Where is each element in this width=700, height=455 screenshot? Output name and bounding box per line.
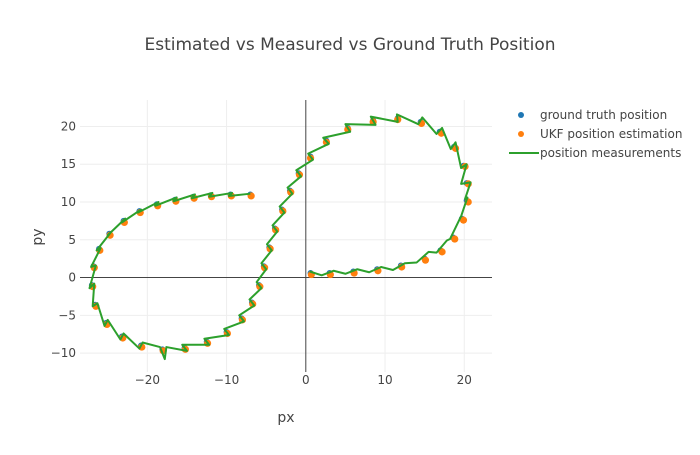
legend-item[interactable]: ground truth position [518, 108, 667, 122]
legend-label: ground truth position [540, 108, 667, 122]
y-tick-label: 0 [68, 271, 76, 285]
legend-label: UKF position estimation [540, 127, 682, 141]
x-tick-label: 10 [377, 373, 392, 387]
legend-item[interactable]: position measurements [509, 146, 681, 160]
y-axis-title: py [30, 228, 46, 245]
ukf-estimate-point [438, 248, 446, 256]
grid-lines [80, 100, 492, 372]
legend-marker [518, 131, 524, 137]
chart-title: Estimated vs Measured vs Ground Truth Po… [145, 35, 556, 55]
ground-truth-series [88, 115, 470, 353]
zero-lines [80, 100, 492, 372]
ukf-estimate-series [89, 116, 472, 355]
legend[interactable]: ground truth position UKF position estima… [509, 108, 682, 160]
legend-marker [518, 112, 524, 118]
y-tick-label: 20 [61, 119, 76, 133]
y-tick-label: 15 [61, 157, 76, 171]
x-tick-label: −10 [214, 373, 239, 387]
x-tick-labels: −20 −10 0 10 20 [135, 373, 472, 387]
legend-item[interactable]: UKF position estimation [518, 127, 682, 141]
ukf-estimate-point [459, 216, 468, 224]
plot-area [88, 113, 472, 361]
ukf-estimate-point [451, 235, 459, 243]
x-axis-title: px [277, 410, 294, 426]
y-tick-label: −5 [58, 308, 76, 322]
y-tick-label: 5 [68, 233, 76, 247]
y-tick-labels: −10 −5 0 5 10 15 20 [51, 119, 76, 360]
ukf-estimate-point [421, 256, 430, 264]
measurement-line [88, 113, 472, 361]
x-tick-label: −20 [135, 373, 160, 387]
x-tick-label: 20 [457, 373, 472, 387]
x-tick-label: 0 [302, 373, 310, 387]
legend-label: position measurements [540, 146, 681, 160]
y-tick-label: 10 [61, 195, 76, 209]
y-tick-label: −10 [51, 346, 76, 360]
